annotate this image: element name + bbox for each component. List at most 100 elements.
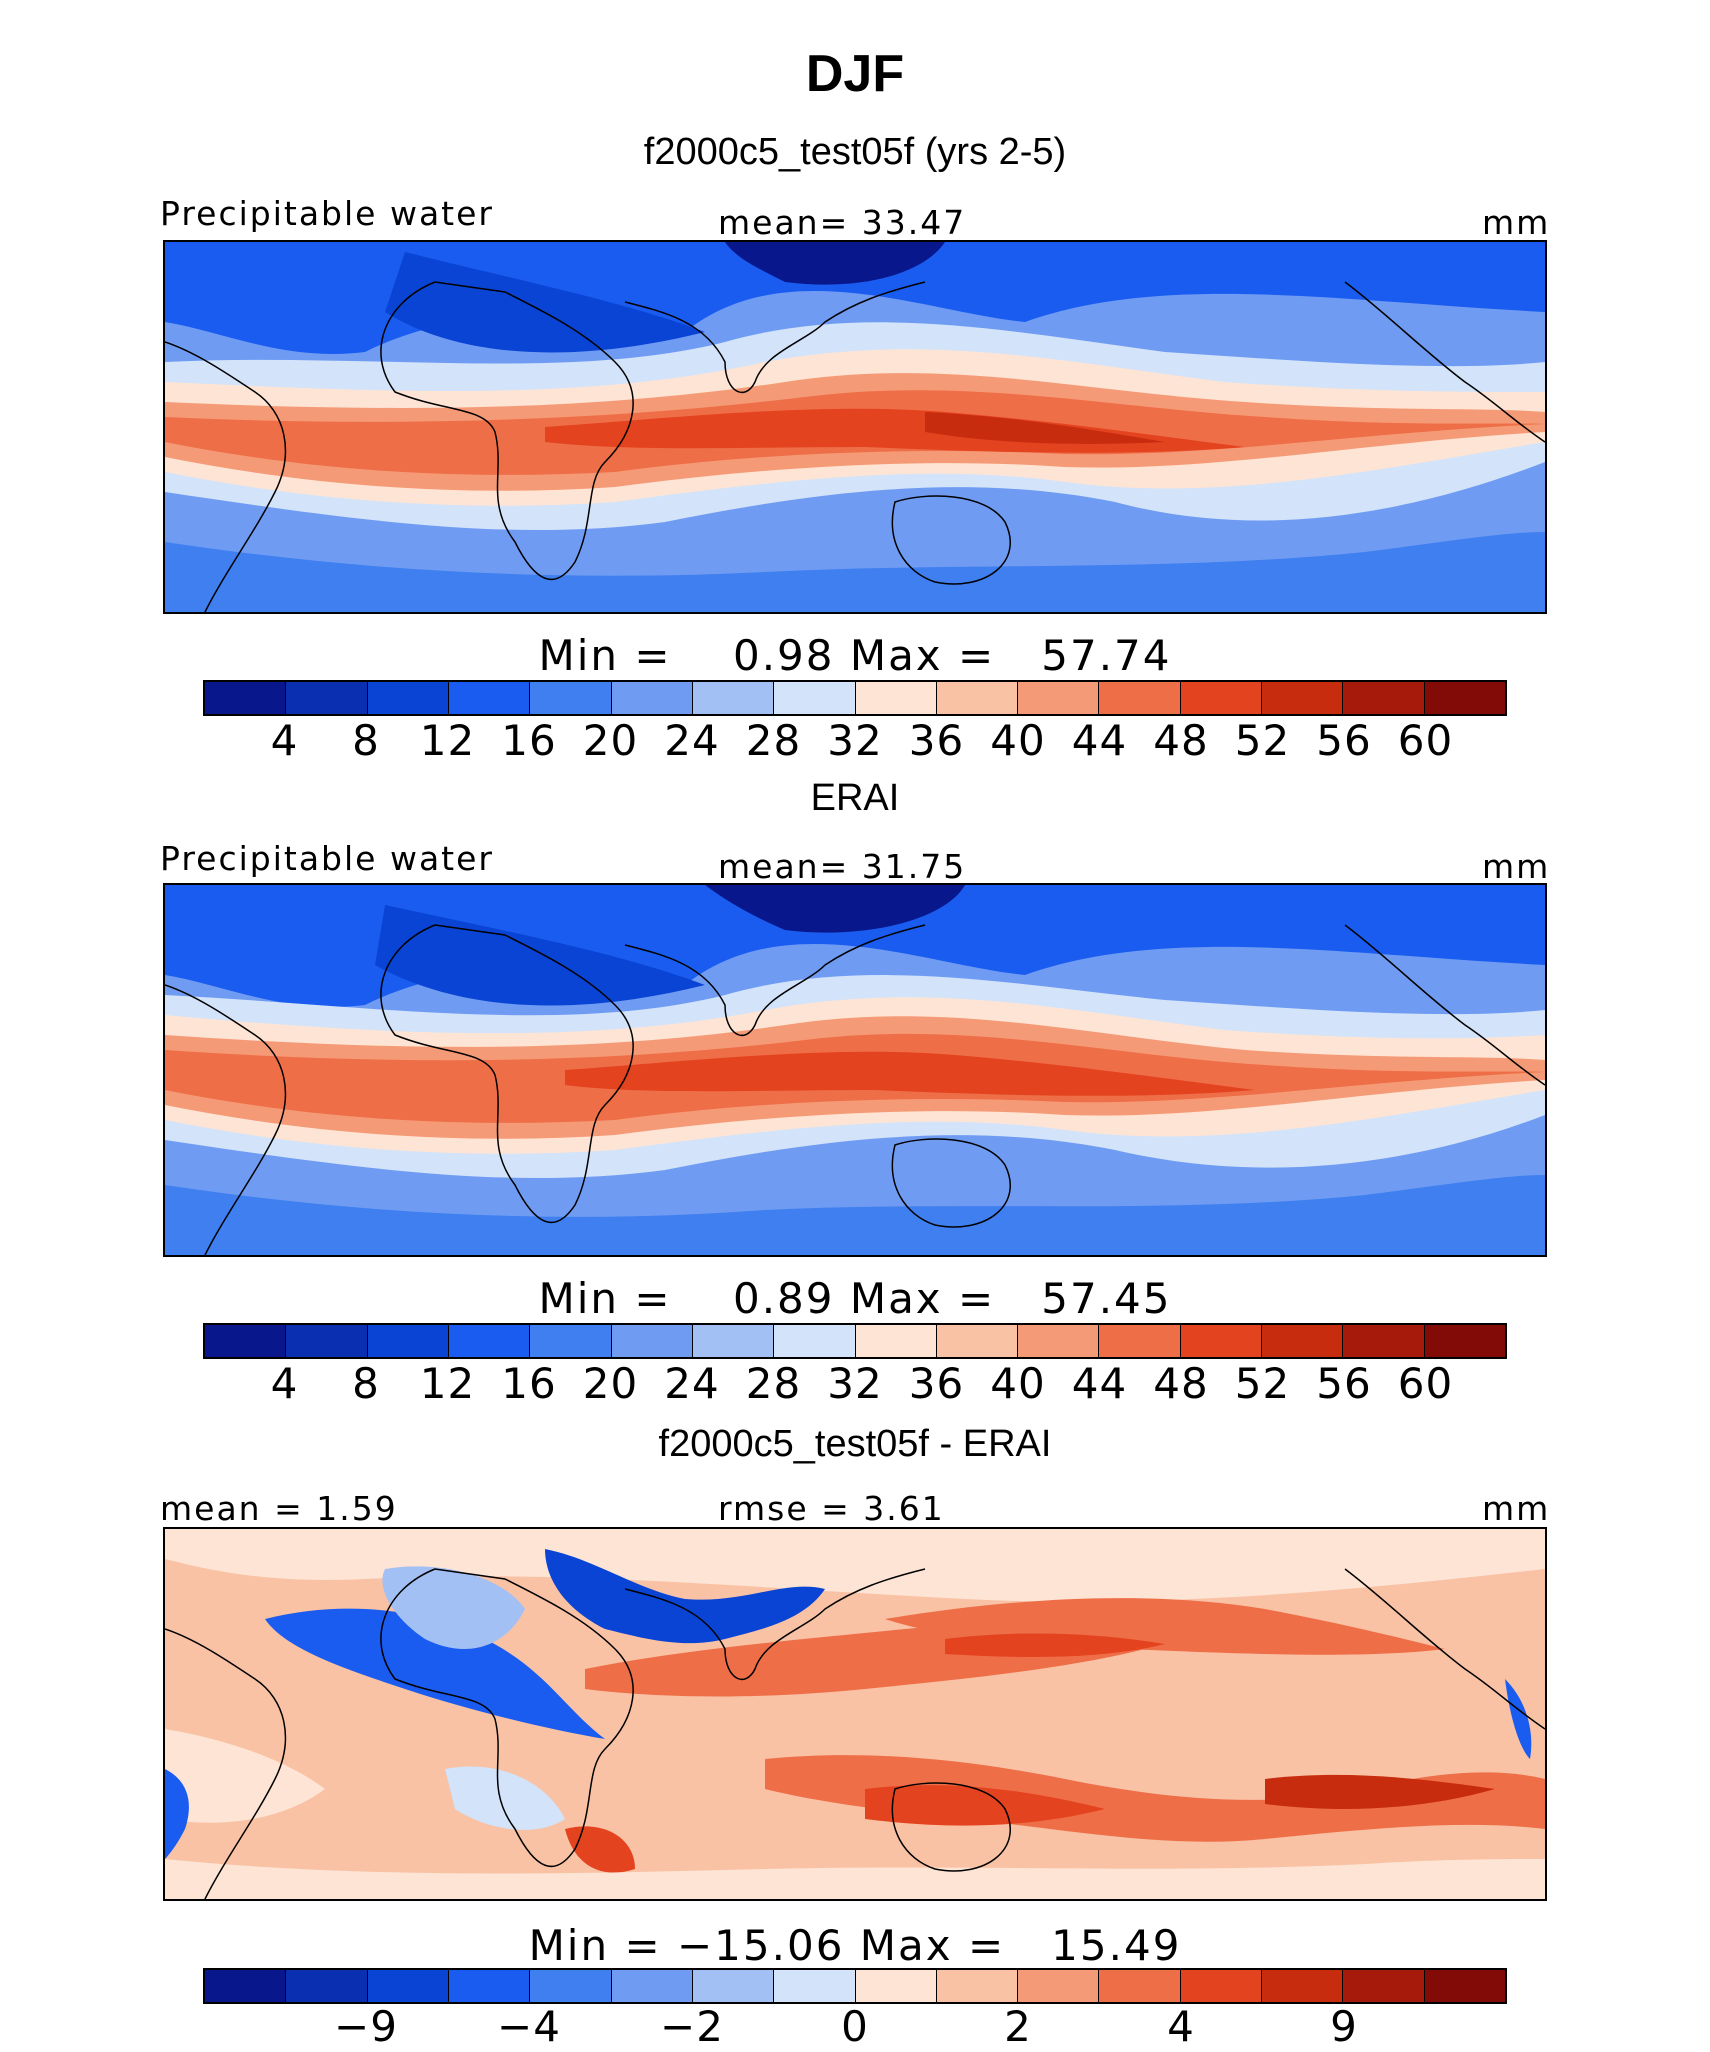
colorbar-box [1018,682,1100,714]
panel-1-variable-label: Precipitable water [160,194,494,233]
colorbar-box [692,1970,775,2002]
colorbar-box [448,682,531,714]
colorbar-box [1099,1325,1181,1357]
colorbar-tick-label: 28 [745,1359,802,1408]
colorbar-tick-label: 52 [1234,1359,1291,1408]
panel-3-map [163,1527,1547,1901]
colorbar-box [1018,1970,1100,2002]
panel-3-mean-label: mean = 1.59 [160,1489,398,1528]
colorbar-box [367,1325,449,1357]
colorbar-box [611,682,693,714]
colorbar-tick-label: 36 [908,1359,965,1408]
colorbar-box [936,682,1019,714]
colorbar-box [936,1970,1019,2002]
colorbar-tick-label: 4 [270,716,299,765]
colorbar-box [692,682,775,714]
colorbar-tick-label: −9 [334,2002,398,2051]
colorbar-tick-label: 40 [990,716,1046,765]
colorbar-tick-label: 12 [419,716,476,765]
colorbar-box [1099,682,1181,714]
panel-2-colorbar-ticks: 4 8 12 16 20 24 28 32 36 40 44 48 52 56 60 [0,1359,1710,1409]
colorbar-box [205,1325,287,1357]
colorbar-tick-label: 4 [1167,2002,1195,2051]
colorbar-box [1424,682,1505,714]
colorbar-box [367,682,449,714]
colorbar-box [530,682,612,714]
colorbar-tick-label: 32 [827,716,883,765]
panel-2-map [163,883,1547,1257]
panel-3-rmse-label: rmse = 3.61 [718,1489,945,1528]
panel-3-min-max: Min = −15.06 Max = 15.49 [528,1921,1182,1970]
colorbar-tick-label: 60 [1397,716,1454,765]
colorbar-tick-label: 0 [841,2002,869,2051]
panel-2-mean-label: mean= 31.75 [718,847,967,886]
panel-1-units: mm [1482,203,1551,242]
panel-1-title: f2000c5_test05f (yrs 2-5) [643,131,1067,173]
colorbar-tick-label: 24 [664,1359,720,1408]
colorbar-box [448,1970,531,2002]
colorbar-tick-label: 40 [990,1359,1046,1408]
colorbar-box [855,1325,937,1357]
colorbar-box [1343,1970,1425,2002]
colorbar-box [367,1970,449,2002]
colorbar-tick-label: 44 [1071,716,1128,765]
panel-3-colorbar [203,1968,1507,2004]
colorbar-box [1262,1970,1344,2002]
colorbar-box [1424,1970,1505,2002]
figure-title: DJF [805,45,905,103]
colorbar-tick-label: 44 [1071,1359,1128,1408]
panel-3-units: mm [1482,1489,1551,1528]
colorbar-tick-label: 20 [582,1359,639,1408]
panel-2-title: ERAI [810,777,900,819]
colorbar-box [611,1970,693,2002]
colorbar-tick-label: −2 [660,2002,724,2051]
colorbar-box [1099,1970,1181,2002]
colorbar-box [1343,682,1425,714]
colorbar-box [774,682,856,714]
panel-2-colorbar [203,1323,1507,1359]
colorbar-tick-label: 9 [1330,2002,1358,2051]
colorbar-box [1180,1970,1263,2002]
colorbar-box [1424,1325,1505,1357]
colorbar-box [855,682,937,714]
colorbar-box [205,682,287,714]
colorbar-tick-label: 56 [1316,716,1372,765]
colorbar-tick-label: 16 [501,716,557,765]
colorbar-box [286,682,368,714]
colorbar-tick-label: 32 [827,1359,883,1408]
colorbar-box [1343,1325,1425,1357]
colorbar-tick-label: 28 [745,716,802,765]
colorbar-box [692,1325,775,1357]
colorbar-tick-label: 52 [1234,716,1291,765]
panel-1-min-max: Min = 0.98 Max = 57.74 [538,631,1172,680]
colorbar-tick-label: −4 [497,2002,561,2051]
panel-3-title: f2000c5_test05f - ERAI [658,1423,1052,1465]
colorbar-box [855,1970,937,2002]
panel-1-colorbar [203,680,1507,716]
panel-1-map [163,240,1547,614]
colorbar-box [611,1325,693,1357]
colorbar-tick-label: 8 [352,716,380,765]
panel-1-colorbar-ticks: 4 8 12 16 20 24 28 32 36 40 44 48 52 56 60 [0,716,1710,766]
colorbar-box [774,1970,856,2002]
colorbar-box [530,1970,612,2002]
panel-2-units: mm [1482,847,1551,886]
colorbar-tick-label: 8 [352,1359,380,1408]
colorbar-box [286,1970,368,2002]
colorbar-box [1262,682,1344,714]
colorbar-box [286,1325,368,1357]
panel-3-colorbar-ticks: −9 −4 −2 0 2 4 9 [0,2002,1710,2052]
panel-1-mean-label: mean= 33.47 [718,203,967,242]
colorbar-tick-label: 56 [1316,1359,1372,1408]
colorbar-box [448,1325,531,1357]
colorbar-box [1180,682,1263,714]
colorbar-box [1262,1325,1344,1357]
colorbar-box [936,1325,1019,1357]
colorbar-box [530,1325,612,1357]
colorbar-tick-label: 48 [1153,1359,1209,1408]
colorbar-tick-label: 2 [1004,2002,1032,2051]
colorbar-box [205,1970,287,2002]
colorbar-tick-label: 12 [419,1359,476,1408]
colorbar-tick-label: 16 [501,1359,557,1408]
colorbar-box [1180,1325,1263,1357]
